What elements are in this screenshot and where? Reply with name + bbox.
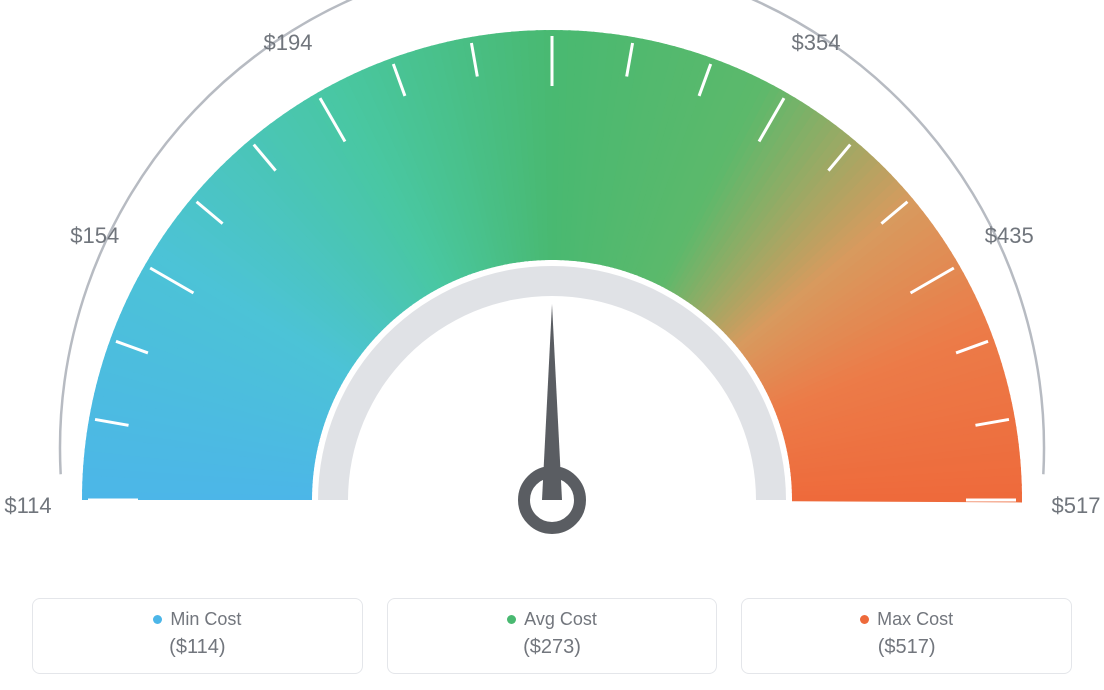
legend-min-label-row: Min Cost [153,609,241,630]
dot-icon-avg [507,615,516,624]
gauge-area: $114$154$194$273$354$435$517 [0,0,1104,560]
legend-avg-label: Avg Cost [524,609,597,630]
chart-container: $114$154$194$273$354$435$517 Min Cost ($… [0,0,1104,690]
legend-min-value: ($114) [51,636,344,659]
legend-max-value: ($517) [760,636,1053,659]
legend-max-label-row: Max Cost [860,609,953,630]
gauge-tick-label: $154 [70,223,119,249]
dot-icon-min [153,615,162,624]
gauge-tick-label: $517 [1052,493,1101,519]
legend-avg-label-row: Avg Cost [507,609,597,630]
gauge-tick-label: $114 [4,493,51,519]
gauge-tick-label: $194 [264,30,313,56]
legend-card-max: Max Cost ($517) [741,598,1072,674]
gauge-tick-label: $435 [985,223,1034,249]
gauge-tick-label: $354 [792,30,841,56]
legend-min-label: Min Cost [170,609,241,630]
legend-avg-value: ($273) [406,636,699,659]
legend-row: Min Cost ($114) Avg Cost ($273) Max Cost… [0,598,1104,674]
gauge-svg [0,0,1104,560]
legend-card-avg: Avg Cost ($273) [387,598,718,674]
legend-card-min: Min Cost ($114) [32,598,363,674]
legend-max-label: Max Cost [877,609,953,630]
dot-icon-max [860,615,869,624]
